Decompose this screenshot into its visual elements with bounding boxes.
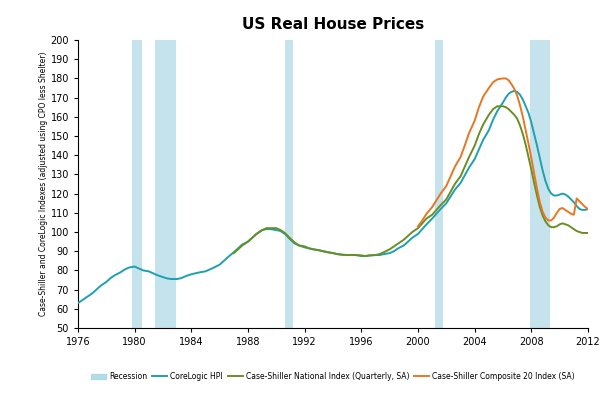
Y-axis label: Case-Shiller and CoreLogic Indexes (adjusted using CPO less Shelter): Case-Shiller and CoreLogic Indexes (adju… xyxy=(38,52,47,316)
Title: US Real House Prices: US Real House Prices xyxy=(242,17,424,32)
Bar xyxy=(435,40,443,328)
Bar xyxy=(285,40,293,328)
Bar xyxy=(132,40,142,328)
Bar xyxy=(155,40,176,328)
Legend: Recession, CoreLogic HPI, Case-Shiller National Index (Quarterly, SA), Case-Shil: Recession, CoreLogic HPI, Case-Shiller N… xyxy=(91,372,575,381)
Bar xyxy=(530,40,550,328)
